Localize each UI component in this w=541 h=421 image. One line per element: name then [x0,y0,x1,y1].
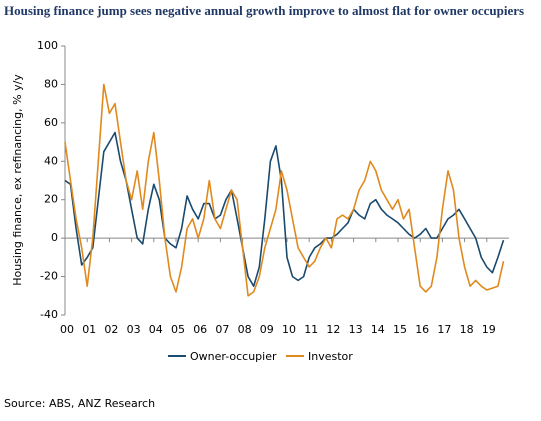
x-tick-label: 05 [171,323,185,336]
y-tick-label: -40 [40,308,58,321]
legend-label: Owner-occupier [190,350,277,363]
series-line [64,83,505,297]
y-tick-label: -20 [40,270,58,283]
y-axis-label: Housing finance, ex refinancing, % y/y [11,74,24,286]
x-tick-label: 18 [460,323,474,336]
y-tick-label: 40 [44,154,58,167]
x-tick-label: 03 [127,323,141,336]
x-tick-label: 19 [482,323,496,336]
x-tick-label: 16 [415,323,429,336]
x-tick-label: 13 [349,323,363,336]
x-tick-label: 09 [260,323,274,336]
series-line [64,131,505,287]
legend-label: Investor [308,350,353,363]
x-tick-label: 08 [238,323,252,336]
y-tick-label: 80 [44,77,58,90]
x-tick-label: 00 [60,323,74,336]
x-tick-label: 15 [393,323,407,336]
source: Source: ABS, ANZ Research [4,397,155,410]
x-tick-label: 04 [149,323,163,336]
x-tick-label: 12 [326,323,340,336]
x-tick-label: 17 [437,323,451,336]
x-tick-label: 07 [215,323,229,336]
x-tick-label: 02 [104,323,118,336]
chart-title: Housing finance jump sees negative annua… [4,3,524,18]
x-tick-label: 11 [304,323,318,336]
y-tick-label: 60 [44,116,58,129]
x-tick-label: 10 [282,323,296,336]
y-tick-label: 100 [37,39,58,52]
x-tick-label: 01 [82,323,96,336]
y-tick-label: 0 [51,231,58,244]
y-tick-label: 20 [44,193,58,206]
x-tick-label: 14 [371,323,385,336]
x-tick-label: 06 [193,323,207,336]
